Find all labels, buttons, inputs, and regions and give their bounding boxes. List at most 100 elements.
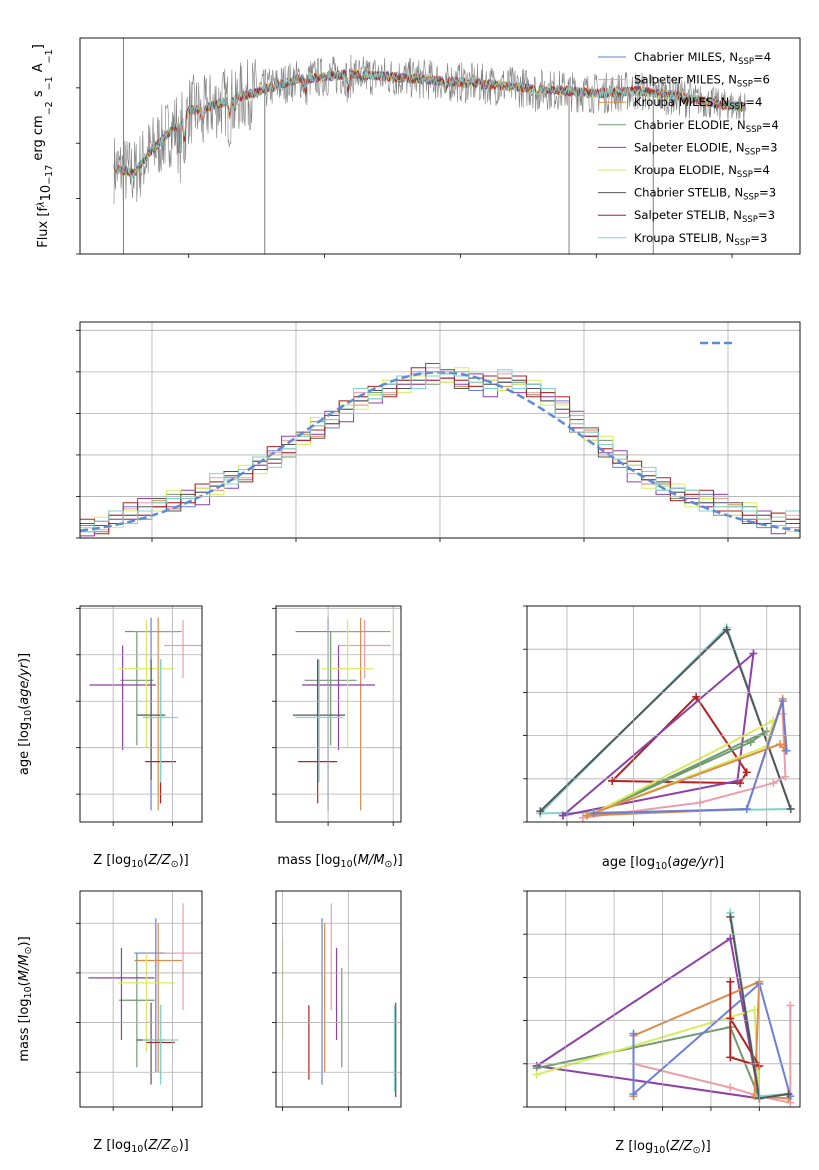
y-axis-label-part: )] bbox=[17, 936, 32, 946]
weight-line-ch_elodie bbox=[536, 1025, 761, 1099]
legend-tail: =3 bbox=[759, 186, 776, 200]
legend-entry: Kroupa MILES, NSSP=4 bbox=[634, 95, 762, 112]
plot-area bbox=[281, 903, 397, 1098]
y-axis-label-part: −1 bbox=[44, 49, 55, 63]
x-axis-label-part: )] bbox=[714, 855, 724, 870]
legend-tail: =4 bbox=[762, 118, 779, 132]
legend-tail: =6 bbox=[753, 73, 770, 87]
y-axis-label-part: ⊙ bbox=[23, 947, 34, 955]
x-axis-label-part: Z/Z bbox=[147, 853, 171, 868]
x-axis-label: Z [log10(Z/Z⊙)] bbox=[93, 1138, 188, 1155]
legend-sub: SSP bbox=[734, 238, 750, 248]
y-axis-label-part: s bbox=[31, 90, 46, 101]
x-axis-label: mass [log10(M/M⊙)] bbox=[277, 853, 402, 870]
axes-frame bbox=[526, 890, 801, 1108]
weight-line-ch_miles bbox=[632, 982, 792, 1097]
legend-tail: =4 bbox=[754, 50, 771, 64]
weight-line-ch_miles bbox=[593, 700, 788, 815]
residual-histogram-panel bbox=[76, 321, 801, 542]
x-axis-label: age [log10(age/yr)] bbox=[602, 855, 724, 872]
legend-entry: Chabrier MILES, NSSP=4 bbox=[634, 50, 771, 67]
legend-entry: Salpeter ELODIE, NSSP=3 bbox=[634, 140, 778, 157]
weight-line-kr_elodie bbox=[593, 718, 775, 815]
model-spectrum-kr_stelib bbox=[113, 70, 747, 179]
y-axis-label-part: Flux [f bbox=[36, 207, 51, 248]
age-vs-mass-panel: mass [log10(M/M⊙)] bbox=[272, 605, 403, 870]
plot-area bbox=[89, 617, 202, 811]
y-axis-label-part: −17 bbox=[44, 165, 55, 185]
y-axis-label-part: age/yr bbox=[17, 661, 32, 704]
y-axis-label-part: age [log bbox=[17, 722, 32, 775]
x-axis-label-part: )] bbox=[701, 1139, 711, 1154]
y-axis-label-part: ( bbox=[17, 705, 32, 710]
legend-entry: Salpeter STELIB, NSSP=3 bbox=[634, 208, 775, 225]
x-axis-label-part: Z/Z bbox=[147, 1138, 171, 1153]
mass-vs-extinction-panel bbox=[272, 890, 402, 1111]
x-axis-label-part: mass [log bbox=[277, 853, 340, 868]
x-axis-label-part: )] bbox=[179, 853, 189, 868]
x-axis-label-part: age [log bbox=[602, 855, 655, 870]
legend-sub: SSP bbox=[742, 215, 758, 225]
weight-line-kr_elodie bbox=[536, 1008, 761, 1097]
x-axis-label-part: ( bbox=[667, 855, 672, 870]
legend-tail: =3 bbox=[750, 231, 767, 245]
legend-tail: =3 bbox=[758, 208, 775, 222]
legend-sub: SSP bbox=[738, 57, 754, 67]
y-axis-label: Flux [fλ10−17 erg cm−2 s−1 A−1] bbox=[31, 44, 55, 248]
x-axis-label-part: ( bbox=[143, 1138, 148, 1153]
legend-base: Chabrier MILES, N bbox=[634, 50, 738, 64]
y-axis-label-part: A bbox=[31, 63, 46, 76]
mass-weight-vs-age-panel: age [log10(age/yr)] bbox=[523, 605, 801, 872]
axes-frame bbox=[79, 605, 203, 823]
x-axis-label-part: 10 bbox=[653, 1145, 665, 1156]
y-axis-label-part: 10 bbox=[39, 185, 54, 202]
age-vs-metallicity-panel: Z [log10(Z/Z⊙)] age [log10(age/yr)] bbox=[17, 605, 203, 870]
legend-sub: SSP bbox=[745, 147, 761, 157]
legend-entry: Kroupa STELIB, NSSP=3 bbox=[634, 231, 767, 248]
plot-area bbox=[113, 38, 747, 254]
y-axis-label: mass [log10(M/M⊙)] bbox=[17, 936, 34, 1061]
legend-base: Kroupa ELODIE, N bbox=[634, 163, 737, 177]
mass-weight-vs-metallicity-panel: Z [log10(Z/Z⊙)] bbox=[523, 890, 801, 1156]
axes-frame bbox=[79, 321, 801, 539]
weight-line-ch_elodie bbox=[593, 730, 768, 815]
y-axis-label-part: )] bbox=[17, 653, 32, 663]
legend-tail: =4 bbox=[745, 95, 762, 109]
x-axis-label-part: ( bbox=[143, 853, 148, 868]
x-axis-label-part: M/M bbox=[358, 853, 385, 868]
legend-base: Chabrier ELODIE, N bbox=[634, 118, 746, 132]
legend-entry: Salpeter MILES, NSSP=6 bbox=[634, 73, 770, 90]
y-axis-label-part: −1 bbox=[44, 76, 55, 90]
weight-line-sa_miles bbox=[633, 1005, 792, 1104]
y-axis-label-part: ( bbox=[17, 981, 32, 986]
y-axis-label-part: 10 bbox=[23, 986, 34, 998]
plot-area bbox=[292, 617, 391, 811]
legend-entry: Chabrier STELIB, NSSP=3 bbox=[634, 186, 776, 203]
axes-frame bbox=[275, 605, 402, 823]
x-axis-label-part: ( bbox=[353, 853, 358, 868]
legend-sub: SSP bbox=[737, 170, 753, 180]
legend-tail: =3 bbox=[760, 140, 777, 154]
legend-base: Salpeter MILES, N bbox=[634, 73, 737, 87]
x-axis-label-part: ⊙ bbox=[693, 1145, 701, 1156]
x-axis-label-part: ⊙ bbox=[171, 1144, 179, 1155]
weight-line-kr_miles bbox=[586, 698, 787, 817]
y-axis-label: age [log10(age/yr)] bbox=[17, 653, 34, 775]
x-axis-label-part: 10 bbox=[341, 859, 353, 870]
x-axis-label-part: Z [log bbox=[93, 853, 131, 868]
x-axis-label-part: )] bbox=[179, 1138, 189, 1153]
legend-sub: SSP bbox=[729, 102, 745, 112]
legend-sub: SSP bbox=[743, 193, 759, 203]
y-axis-label-part: λ bbox=[36, 201, 47, 208]
y-axis-label-part: −2 bbox=[44, 101, 55, 115]
legend-base: Chabrier STELIB, N bbox=[634, 186, 743, 200]
x-axis-label: Z [log10(Z/Z⊙)] bbox=[615, 1139, 710, 1156]
plot-area bbox=[88, 903, 202, 1085]
axes-frame bbox=[79, 890, 203, 1108]
axes-frame bbox=[275, 890, 402, 1108]
x-axis-label: Z [log10(Z/Z⊙)] bbox=[93, 853, 188, 870]
y-axis-label-part: ] bbox=[31, 44, 46, 49]
x-axis-label-part: ⊙ bbox=[171, 859, 179, 870]
legend-base: Kroupa MILES, N bbox=[634, 95, 729, 109]
